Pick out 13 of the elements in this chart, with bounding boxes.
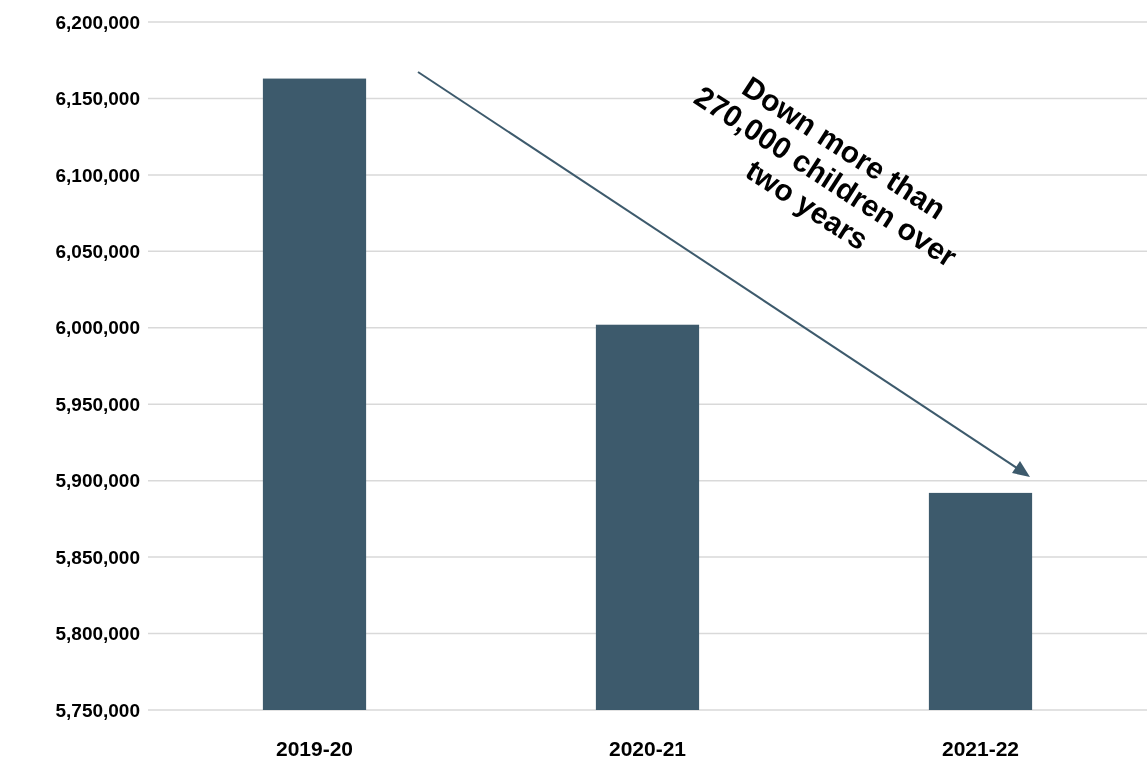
y-tick-label: 6,200,000 [55,11,140,33]
y-tick-label: 6,150,000 [55,88,140,110]
y-tick-label: 6,050,000 [55,240,140,262]
x-tick-label: 2019-20 [275,737,354,760]
x-tick-label: 2021-22 [941,737,1020,760]
y-tick-label: 5,800,000 [55,623,140,645]
x-tick-label: 2020-21 [608,737,687,760]
y-tick-label: 5,900,000 [55,470,140,492]
y-tick-label: 5,950,000 [55,393,140,415]
y-tick-label: 5,850,000 [55,546,140,568]
y-tick-label: 6,100,000 [55,164,140,186]
y-tick-label: 5,750,000 [55,699,140,721]
y-tick-label: 6,000,000 [55,317,140,339]
